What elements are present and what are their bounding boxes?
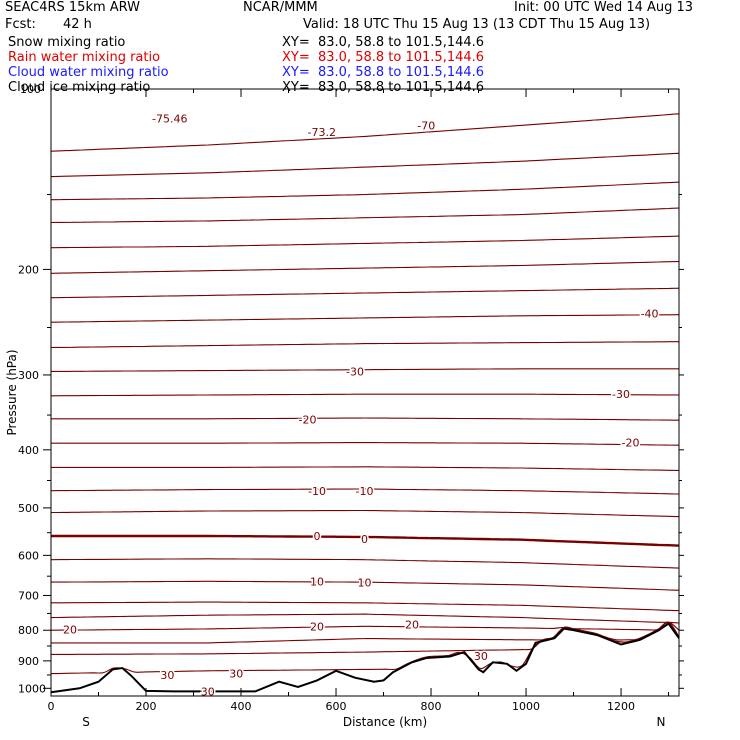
legend-rain-label: Rain water mixing ratio bbox=[8, 50, 161, 65]
isotherm-line-21 bbox=[50, 621, 680, 631]
legend-rain-xy: XY= 83.0, 58.8 to 101.5,144.6 bbox=[282, 50, 485, 65]
legend-snow-xy: XY= 83.0, 58.8 to 101.5,144.6 bbox=[282, 35, 485, 50]
contour-label-11: 0 bbox=[361, 533, 368, 546]
contour-label-7: -20 bbox=[622, 437, 640, 450]
isotherm-line-2 bbox=[50, 181, 680, 201]
endpoint-label-right: N bbox=[657, 715, 666, 729]
contour-label-5: -30 bbox=[612, 388, 630, 401]
x-tick-label-200: 200 bbox=[136, 700, 157, 713]
isotherm-line-0 bbox=[50, 113, 680, 152]
contour-label-18: 30 bbox=[229, 667, 243, 680]
isotherm-line-17 bbox=[50, 558, 680, 569]
contour-label-19: 30 bbox=[474, 650, 488, 663]
fcst-label: Fcst: bbox=[5, 17, 36, 32]
isotherm-line-6 bbox=[50, 287, 680, 299]
contour-label-0: -75.46 bbox=[152, 112, 187, 125]
isotherm-line-1 bbox=[50, 152, 680, 178]
isotherm-line-10 bbox=[50, 393, 680, 397]
x-tick-label-1200: 1200 bbox=[607, 700, 635, 713]
model-title: SEAC4RS 15km ARW bbox=[5, 0, 141, 15]
y-tick-label-100: 100 bbox=[20, 83, 41, 96]
contour-label-3: -40 bbox=[641, 308, 659, 321]
terrain-line bbox=[50, 622, 680, 694]
legend-snow-label: Snow mixing ratio bbox=[8, 35, 126, 50]
contour-label-10: 0 bbox=[314, 530, 321, 543]
fcst-value: 42 h bbox=[63, 17, 92, 32]
contour-label-9: -10 bbox=[356, 485, 374, 498]
x-tick-label-0: 0 bbox=[48, 700, 55, 713]
contour-label-12: 10 bbox=[310, 576, 324, 589]
legend-cloudwater-xy: XY= 83.0, 58.8 to 101.5,144.6 bbox=[282, 65, 485, 80]
y-tick-label-300: 300 bbox=[18, 369, 39, 382]
legend-cloudice-label: Cloud ice mixing ratio bbox=[8, 80, 151, 95]
init-time: Init: 00 UTC Wed 14 Aug 13 bbox=[514, 0, 694, 15]
contour-label-6: -20 bbox=[299, 413, 317, 426]
isotherm-line-3 bbox=[50, 207, 680, 224]
isotherm-line-14 bbox=[50, 488, 680, 495]
isotherm-line-18 bbox=[51, 580, 680, 591]
x-tick-label-600: 600 bbox=[326, 700, 347, 713]
isotherm-line-5 bbox=[50, 260, 680, 274]
contour-label-2: -70 bbox=[417, 119, 435, 132]
endpoint-label-left: S bbox=[82, 715, 90, 729]
valid-time: Valid: 18 UTC Thu 15 Aug 13 (13 CDT Thu … bbox=[303, 17, 651, 32]
isotherm-line-12 bbox=[51, 442, 680, 446]
y-tick-label-400: 400 bbox=[18, 444, 39, 457]
contour-label-4: -30 bbox=[346, 365, 364, 378]
contour-label-17: 30 bbox=[160, 669, 174, 682]
y-tick-label-200: 200 bbox=[18, 263, 39, 276]
contour-label-14: 20 bbox=[63, 624, 77, 637]
x-tick-label-800: 800 bbox=[421, 700, 442, 713]
isotherm-line-15 bbox=[50, 509, 680, 518]
center-name: NCAR/MMM bbox=[243, 0, 318, 15]
isotherm-line-7 bbox=[50, 314, 680, 323]
y-tick-label-900: 900 bbox=[18, 655, 39, 668]
contour-label-1: -73.2 bbox=[308, 126, 336, 139]
y-tick-label-500: 500 bbox=[18, 502, 39, 515]
contour-label-13: 10 bbox=[358, 577, 372, 590]
contour-label-15: 20 bbox=[310, 620, 324, 633]
y-tick-label-700: 700 bbox=[18, 589, 39, 602]
isotherm-line-4 bbox=[50, 235, 680, 249]
x-axis-title: Distance (km) bbox=[343, 715, 427, 729]
y-axis-title: Pressure (hPa) bbox=[5, 349, 19, 435]
isotherm-line-13 bbox=[51, 466, 680, 472]
y-tick-label-1000: 1000 bbox=[18, 682, 46, 695]
isotherm-line-8 bbox=[50, 341, 679, 349]
x-tick-label-1000: 1000 bbox=[512, 700, 540, 713]
x-tick-label-400: 400 bbox=[231, 700, 252, 713]
isotherm-line-9 bbox=[51, 368, 679, 372]
isotherm-line-19 bbox=[50, 601, 680, 612]
isotherm-line-11 bbox=[51, 417, 680, 421]
y-tick-label-800: 800 bbox=[18, 624, 39, 637]
isotherm-line-24 bbox=[50, 621, 680, 675]
legend-cloudwater-label: Cloud water mixing ratio bbox=[8, 65, 169, 80]
y-tick-label-600: 600 bbox=[18, 549, 39, 562]
isotherm-line-20 bbox=[50, 613, 680, 624]
isotherm-line-16 bbox=[51, 534, 680, 547]
plot-frame bbox=[50, 88, 680, 697]
contour-label-8: -10 bbox=[308, 485, 326, 498]
contour-label-16: 20 bbox=[405, 619, 419, 632]
